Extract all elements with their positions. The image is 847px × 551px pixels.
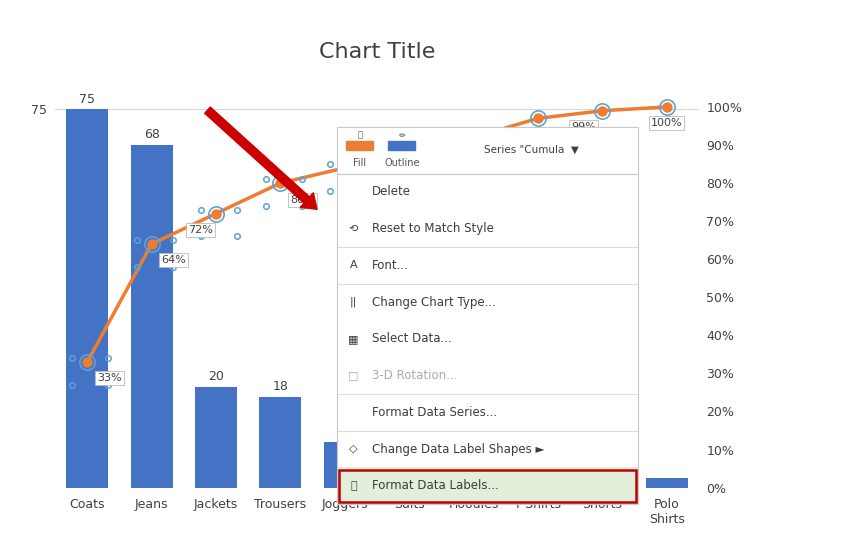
Text: Series "Cumula  ▼: Series "Cumula ▼ bbox=[484, 145, 579, 155]
Text: Select Data...: Select Data... bbox=[372, 332, 451, 345]
Text: ||: || bbox=[350, 297, 357, 307]
Text: 97%: 97% bbox=[525, 130, 551, 140]
Bar bbox=[337, 467, 638, 504]
Text: Fill: Fill bbox=[353, 158, 366, 168]
Text: Format Data Labels...: Format Data Labels... bbox=[372, 479, 498, 492]
Text: A: A bbox=[350, 261, 357, 271]
Text: Change Chart Type...: Change Chart Type... bbox=[372, 296, 495, 309]
Text: Format Data Series...: Format Data Series... bbox=[372, 406, 497, 419]
Bar bbox=[130, 144, 173, 488]
Text: 100%: 100% bbox=[650, 118, 683, 128]
Text: 🪣: 🪣 bbox=[357, 131, 363, 139]
Text: 99%: 99% bbox=[571, 122, 595, 132]
Text: Reset to Match Style: Reset to Match Style bbox=[372, 222, 494, 235]
Text: 68: 68 bbox=[144, 128, 159, 141]
Bar bbox=[346, 141, 374, 150]
Text: 🖊: 🖊 bbox=[351, 481, 357, 491]
Bar bbox=[195, 387, 237, 488]
Bar bbox=[517, 467, 559, 488]
Text: 33%: 33% bbox=[97, 374, 121, 383]
Text: ✏: ✏ bbox=[398, 131, 405, 139]
Text: ⟲: ⟲ bbox=[349, 224, 358, 234]
Bar bbox=[645, 478, 688, 488]
Bar bbox=[432, 135, 630, 165]
Text: ▦: ▦ bbox=[348, 334, 359, 344]
Text: 3-D Rotation...: 3-D Rotation... bbox=[372, 369, 457, 382]
Text: □: □ bbox=[348, 371, 359, 381]
Text: 72%: 72% bbox=[188, 225, 213, 235]
Bar bbox=[339, 470, 636, 501]
Text: 18: 18 bbox=[273, 380, 288, 393]
Bar bbox=[388, 141, 415, 150]
Title: Chart Title: Chart Title bbox=[318, 42, 435, 62]
Text: 20: 20 bbox=[208, 370, 224, 383]
Text: 92%: 92% bbox=[461, 149, 486, 159]
Bar bbox=[324, 442, 366, 488]
Text: ◇: ◇ bbox=[350, 444, 358, 454]
Bar bbox=[388, 457, 430, 488]
Bar bbox=[259, 397, 302, 488]
Text: 75: 75 bbox=[80, 93, 95, 106]
Text: 64%: 64% bbox=[161, 256, 186, 266]
Text: Font...: Font... bbox=[372, 259, 408, 272]
Text: Delete: Delete bbox=[372, 186, 411, 198]
Text: Change Data Label Shapes ►: Change Data Label Shapes ► bbox=[372, 442, 544, 456]
Text: Outline: Outline bbox=[384, 158, 419, 168]
Bar bbox=[581, 467, 623, 488]
Bar bbox=[66, 109, 108, 488]
Bar bbox=[452, 462, 495, 488]
Text: 80%: 80% bbox=[290, 195, 315, 204]
